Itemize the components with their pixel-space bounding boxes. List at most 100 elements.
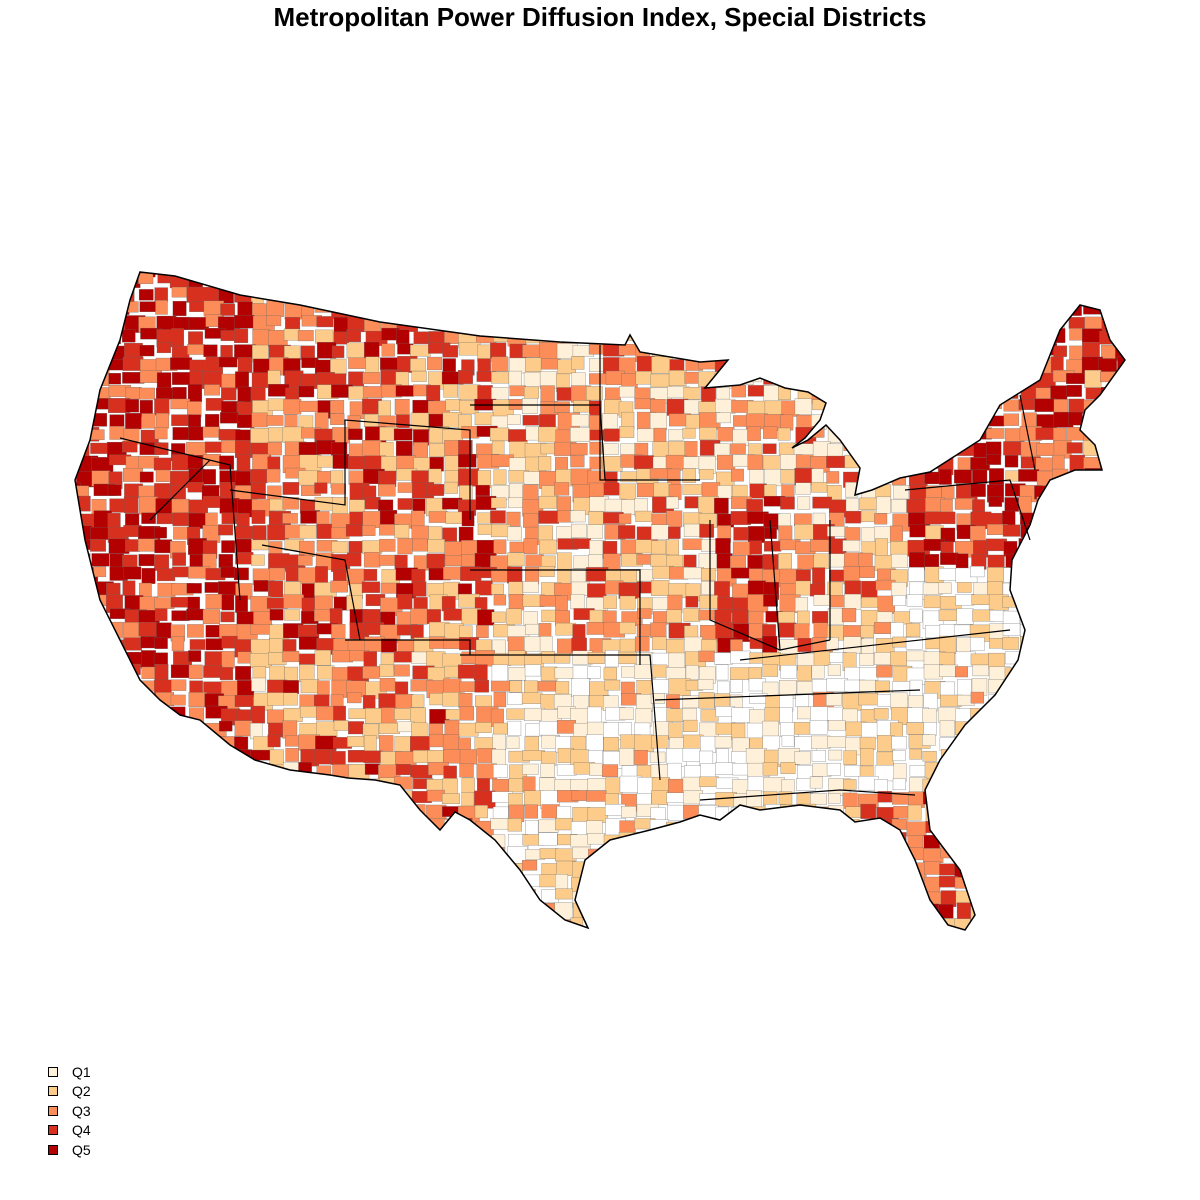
county-cell <box>908 552 926 569</box>
county-cell <box>861 510 876 523</box>
county-cell <box>698 863 711 876</box>
county-cell <box>155 300 168 315</box>
county-cell <box>969 637 985 651</box>
county-cell <box>1053 582 1071 594</box>
county-cell <box>811 833 828 848</box>
county-cell <box>509 680 523 693</box>
county-cell <box>858 343 880 361</box>
county-cell <box>1004 328 1020 342</box>
county-cell <box>1131 847 1148 863</box>
county-cell <box>1066 610 1084 628</box>
county-cell <box>75 776 97 795</box>
county-cell <box>717 302 732 315</box>
county-cell <box>365 849 385 862</box>
county-cell <box>522 484 539 500</box>
county-cell <box>458 526 474 543</box>
county-cell <box>509 385 526 397</box>
county-cell <box>987 581 1003 596</box>
county-cell <box>1098 819 1115 835</box>
county-cell <box>778 833 795 845</box>
county-cell <box>154 679 172 694</box>
county-cell <box>589 330 610 344</box>
county-cell <box>877 791 892 803</box>
county-cell <box>990 933 1011 945</box>
county-cell <box>393 874 407 892</box>
county-cell <box>1099 888 1117 904</box>
county-cell <box>813 622 828 639</box>
county-cell <box>634 874 656 891</box>
county-cell <box>395 694 414 710</box>
county-cell <box>845 412 865 430</box>
county-cell <box>218 888 233 902</box>
county-cell <box>269 918 292 930</box>
county-cell <box>186 608 205 621</box>
county-cell <box>905 623 921 638</box>
county-cell <box>474 862 496 881</box>
county-cell <box>219 777 241 795</box>
county-cell <box>201 818 221 830</box>
county-cell <box>394 708 413 720</box>
county-cell <box>778 889 791 901</box>
county-cell <box>203 762 219 780</box>
county-cell <box>1101 398 1119 416</box>
county-cell <box>362 919 380 930</box>
county-cell <box>1034 792 1051 806</box>
county-cell <box>205 776 222 794</box>
county-cell <box>539 874 558 888</box>
county-cell <box>521 273 535 292</box>
county-cell <box>218 554 233 568</box>
county-cell <box>668 890 689 905</box>
county-cell <box>557 568 571 585</box>
county-cell <box>860 358 882 375</box>
county-cell <box>602 303 622 314</box>
county-cell <box>555 456 568 472</box>
county-cell <box>507 917 524 930</box>
county-cell <box>636 483 656 498</box>
county-cell <box>59 357 73 374</box>
county-cell <box>172 300 187 317</box>
county-cell <box>574 933 588 949</box>
county-cell <box>394 888 414 907</box>
county-cell <box>941 314 956 326</box>
county-cell <box>395 385 414 397</box>
county-cell <box>154 539 173 554</box>
county-cell <box>316 876 337 891</box>
county-cell <box>217 862 239 876</box>
county-cell <box>1084 775 1104 791</box>
county-cell <box>860 625 875 638</box>
county-cell <box>123 762 139 779</box>
county-cell <box>204 582 220 593</box>
county-cell <box>939 272 962 290</box>
county-cell <box>109 414 125 428</box>
county-cell <box>925 302 940 313</box>
county-cell <box>860 399 874 416</box>
county-cell <box>764 707 782 724</box>
county-cell <box>378 415 396 427</box>
county-cell <box>938 370 955 384</box>
county-cell <box>298 636 319 650</box>
county-cell <box>1133 274 1149 289</box>
county-cell <box>570 272 584 273</box>
county-cell <box>153 457 172 471</box>
county-cell <box>443 300 465 315</box>
county-cell <box>252 888 272 900</box>
county-cell <box>1068 317 1085 329</box>
county-cell <box>986 314 1004 332</box>
county-cell <box>587 666 601 679</box>
county-cell <box>347 639 367 651</box>
county-cell <box>874 779 888 794</box>
county-cell <box>250 275 272 288</box>
county-cell <box>1035 680 1050 695</box>
county-cell <box>107 877 125 892</box>
county-cell <box>620 888 640 906</box>
county-cell <box>939 635 957 654</box>
county-cell <box>763 370 786 385</box>
county-cell <box>364 341 380 359</box>
county-cell <box>778 303 793 321</box>
county-cell <box>570 594 585 610</box>
state-boundary-line <box>470 569 641 665</box>
county-cell <box>555 681 570 695</box>
county-cell <box>985 792 1006 804</box>
county-cell <box>284 609 301 621</box>
county-cell <box>892 595 907 606</box>
